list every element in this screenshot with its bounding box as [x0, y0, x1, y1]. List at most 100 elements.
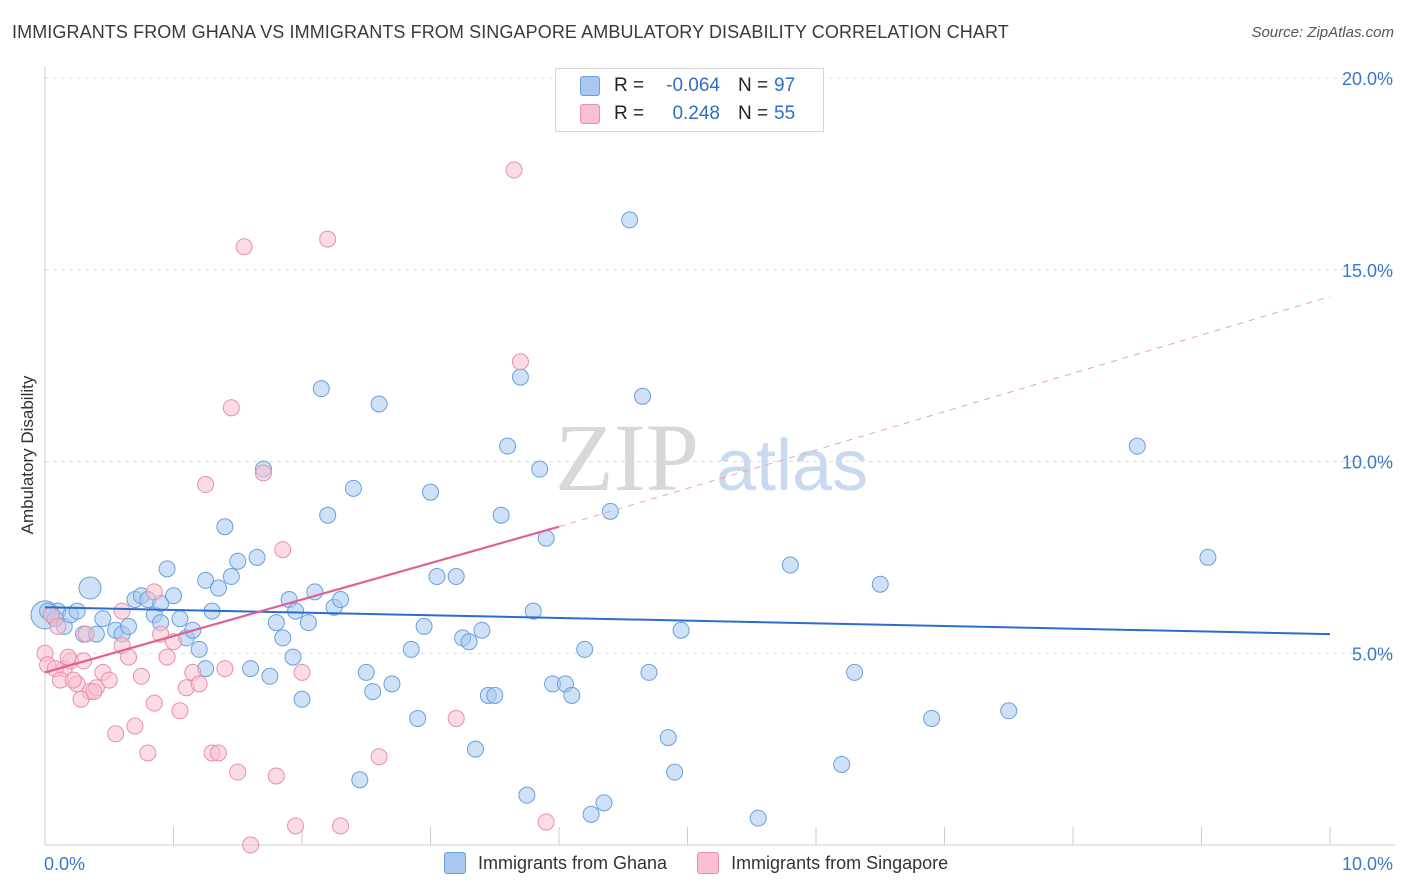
- point-singapore: [139, 744, 157, 762]
- point-singapore: [113, 602, 131, 620]
- point-ghana: [563, 686, 581, 704]
- point-ghana: [422, 483, 439, 501]
- legend-n-value-ghana: 97: [774, 75, 796, 96]
- point-ghana: [190, 640, 208, 658]
- legend-r-label: R =: [614, 103, 645, 124]
- point-singapore: [242, 836, 260, 854]
- point-singapore: [59, 648, 77, 666]
- point-singapore: [145, 694, 163, 712]
- correlation-legend: R = -0.064 N = 97 R = 0.248 N = 55: [555, 68, 824, 132]
- point-ghana: [332, 591, 350, 609]
- point-ghana: [242, 660, 260, 678]
- point-ghana: [197, 571, 215, 589]
- point-ghana: [672, 621, 690, 639]
- point-singapore: [235, 238, 253, 256]
- legend-n-label: N =: [738, 75, 769, 96]
- point-ghana: [621, 211, 639, 229]
- chart-title: IMMIGRANTS FROM GHANA VS IMMIGRANTS FROM…: [12, 22, 1009, 42]
- point-ghana: [486, 686, 504, 704]
- point-ghana: [582, 805, 600, 823]
- point-ghana: [261, 667, 279, 685]
- point-ghana: [415, 617, 433, 635]
- legend-label-singapore: Immigrants from Singapore: [731, 852, 949, 873]
- point-ghana: [171, 610, 189, 628]
- point-singapore: [293, 663, 311, 681]
- point-ghana: [576, 640, 594, 658]
- legend-n-value-singapore: 55: [774, 103, 796, 124]
- point-singapore: [209, 744, 227, 762]
- point-ghana: [222, 568, 240, 586]
- point-ghana: [383, 675, 401, 693]
- point-ghana: [284, 648, 302, 666]
- point-singapore: [216, 660, 234, 678]
- legend-swatch-ghana: [580, 76, 600, 96]
- point-ghana: [640, 663, 658, 681]
- point-ghana: [370, 395, 388, 413]
- trend-line-singapore-extension: [558, 296, 1331, 528]
- legend-item-singapore[interactable]: Immigrants from Singapore: [697, 852, 948, 874]
- point-ghana: [833, 755, 851, 773]
- point-singapore: [72, 690, 90, 708]
- point-ghana: [287, 602, 305, 620]
- point-ghana: [312, 380, 330, 398]
- point-ghana: [158, 560, 176, 578]
- point-singapore: [158, 648, 176, 666]
- point-ghana: [492, 506, 510, 524]
- point-ghana: [120, 617, 138, 635]
- point-singapore: [171, 702, 189, 720]
- point-ghana: [267, 614, 285, 632]
- point-ghana: [923, 709, 941, 727]
- point-ghana: [94, 610, 112, 628]
- point-ghana: [595, 794, 613, 812]
- legend-item-ghana[interactable]: Immigrants from Ghana: [444, 852, 667, 874]
- watermark-atlas: atlas: [716, 426, 868, 506]
- legend-r-label: R =: [614, 75, 645, 96]
- y-tick-label: 5.0%: [1352, 644, 1393, 664]
- point-ghana: [531, 460, 549, 478]
- legend-swatch-singapore: [697, 852, 720, 874]
- point-singapore: [537, 813, 555, 831]
- point-singapore: [447, 709, 465, 727]
- point-ghana: [165, 587, 182, 605]
- point-ghana: [460, 633, 478, 651]
- grid-lines: [45, 77, 1395, 654]
- y-axis-label: Ambulatory Disability: [18, 375, 37, 535]
- point-singapore: [254, 464, 272, 482]
- point-ghana: [749, 809, 767, 827]
- point-singapore: [49, 617, 67, 635]
- point-ghana: [518, 786, 536, 804]
- point-singapore: [229, 763, 247, 781]
- legend-r-value-ghana: -0.064: [666, 75, 720, 96]
- point-ghana: [216, 518, 234, 536]
- point-ghana: [1199, 548, 1217, 566]
- legend-r-value-singapore: 0.248: [672, 103, 720, 124]
- point-ghana: [293, 690, 311, 708]
- point-ghana: [781, 556, 799, 574]
- point-singapore: [120, 648, 138, 666]
- point-ghana: [1000, 702, 1018, 720]
- point-ghana: [248, 548, 266, 566]
- axes: [44, 66, 1395, 846]
- point-ghana: [1128, 437, 1146, 455]
- trend-lines: [44, 296, 1331, 674]
- point-ghana: [68, 602, 86, 620]
- point-singapore: [287, 817, 305, 835]
- point-singapore: [126, 717, 144, 735]
- point-ghana: [274, 629, 292, 647]
- point-ghana: [364, 683, 382, 701]
- point-singapore: [332, 817, 350, 835]
- trend-line-singapore: [44, 525, 560, 674]
- point-singapore: [190, 675, 208, 693]
- point-singapore: [64, 671, 82, 689]
- x-tick-label: 10.0%: [1342, 854, 1393, 874]
- source-label: Source: ZipAtlas.com: [1251, 24, 1394, 41]
- point-singapore: [511, 353, 529, 371]
- y-tick-label: 20.0%: [1342, 69, 1393, 89]
- point-singapore: [85, 683, 103, 701]
- point-ghana: [846, 663, 864, 681]
- point-singapore: [267, 767, 285, 785]
- point-ghana: [524, 602, 542, 620]
- point-singapore: [274, 541, 292, 559]
- point-ghana: [351, 771, 369, 789]
- point-singapore: [100, 671, 118, 689]
